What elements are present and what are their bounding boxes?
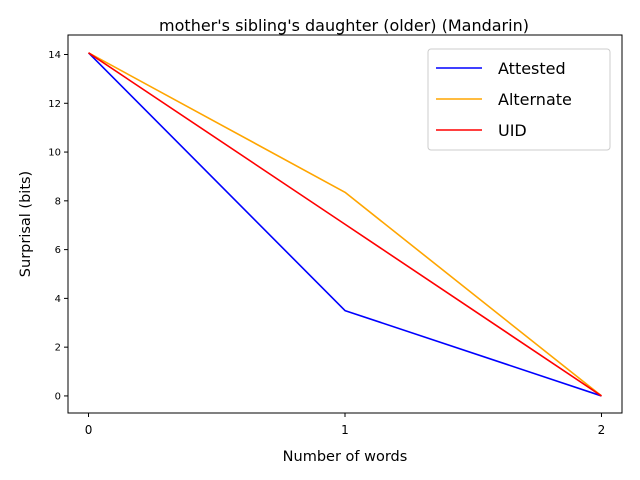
y-axis-label: Surprisal (bits) bbox=[18, 171, 34, 277]
legend: Attested Alternate UID bbox=[427, 48, 611, 151]
series-line-attested bbox=[87, 52, 602, 397]
x-axis-ticks: 0 1 2 bbox=[85, 413, 606, 437]
legend-label-alternate: Alternate bbox=[498, 90, 572, 109]
legend-label-uid: UID bbox=[498, 121, 527, 140]
series-line-uid bbox=[88, 52, 602, 397]
y-tick-label: 2 bbox=[55, 343, 61, 354]
chart-title: mother's sibling's daughter (older) (Man… bbox=[159, 16, 529, 35]
y-tick-label: 14 bbox=[48, 50, 61, 61]
x-tick-label: 1 bbox=[341, 423, 349, 437]
legend-label-attested: Attested bbox=[498, 59, 566, 78]
x-axis-label: Number of words bbox=[283, 449, 408, 465]
y-tick-label: 4 bbox=[55, 294, 61, 305]
legend-box bbox=[427, 48, 611, 151]
y-tick-label: 10 bbox=[48, 148, 61, 159]
x-tick-label: 0 bbox=[85, 423, 93, 437]
y-axis-ticks: 0 2 4 6 8 10 12 14 bbox=[48, 50, 68, 402]
y-tick-label: 12 bbox=[48, 99, 61, 110]
series-line-alternate bbox=[88, 52, 602, 397]
y-tick-label: 8 bbox=[55, 196, 61, 207]
series-lines bbox=[87, 52, 602, 397]
y-tick-label: 6 bbox=[55, 245, 61, 256]
y-tick-label: 0 bbox=[55, 391, 61, 402]
x-tick-label: 2 bbox=[598, 423, 606, 437]
